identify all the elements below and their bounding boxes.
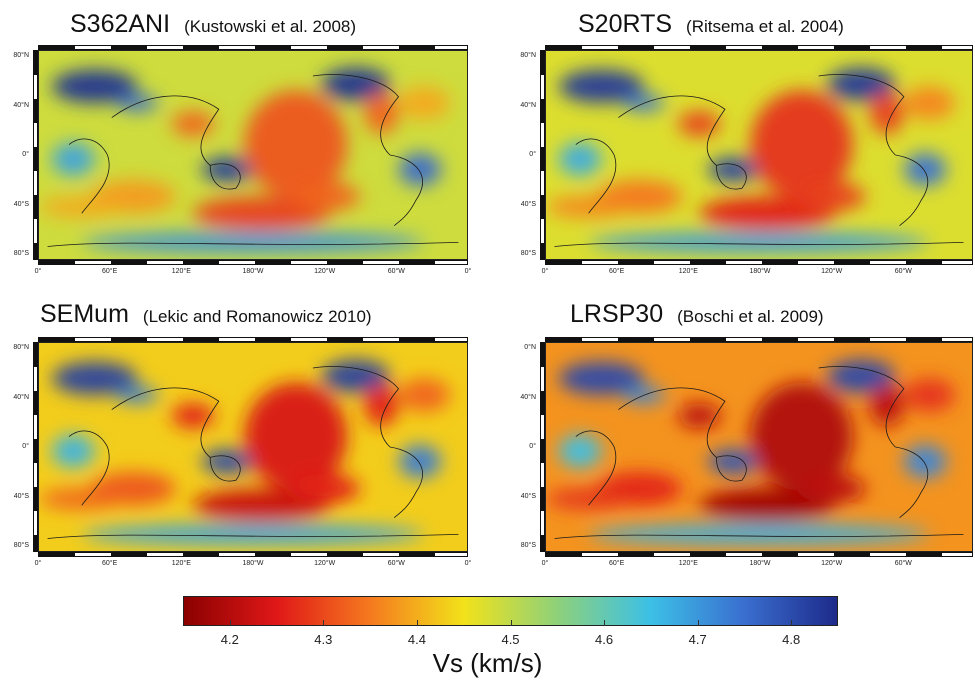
lon-tick-label: 120°W — [821, 268, 843, 275]
lon-tick-label: 60°E — [102, 268, 118, 275]
lon-tick-label: 120°W — [821, 560, 843, 567]
lon-tick-label: 120°E — [678, 268, 698, 275]
lat-tick-label: 40°S — [520, 200, 536, 208]
lat-tick-label: 80°N — [13, 344, 29, 351]
lon-tick-label: 120°E — [171, 560, 191, 567]
colorbar-tick-label: 4.7 — [688, 632, 707, 647]
model-name: SEMum — [40, 300, 129, 328]
colorbar-tick-label: 4.2 — [220, 632, 239, 647]
lat-tick-label: 80°N — [520, 52, 536, 59]
lat-tick-label: 0° — [22, 443, 29, 450]
map-frame-left — [33, 342, 38, 552]
lat-tick-label: 0° — [22, 151, 29, 158]
lat-tick-label: 80°S — [520, 542, 536, 549]
model-reference: (Kustowski et al. 2008) — [184, 17, 357, 36]
lon-tick-label: 0° — [464, 560, 472, 567]
lon-tick-label: 60°W — [894, 268, 912, 275]
map-frame-bottom — [38, 552, 468, 557]
lat-tick-label: 40°N — [520, 393, 536, 401]
map-frame-left — [540, 342, 545, 552]
lat-tick-label: 40°S — [520, 492, 536, 500]
model-reference: (Boschi et al. 2009) — [677, 307, 824, 326]
lon-tick-label: 120°W — [314, 560, 336, 567]
map-frame-top — [38, 337, 468, 342]
lon-tick-label: 60°E — [102, 560, 118, 567]
lat-tick-label: 80°S — [520, 250, 536, 257]
map-frame-left — [33, 50, 38, 260]
model-name: S20RTS — [578, 10, 673, 38]
lon-tick-label: 60°W — [894, 560, 912, 567]
lon-tick-label: 120°W — [314, 268, 336, 275]
colorbar-tick-label: 4.4 — [407, 632, 426, 647]
lon-tick-label: 0° — [34, 268, 42, 275]
lon-tick-label: 0° — [34, 560, 42, 567]
lon-tick-label: 0° — [541, 268, 549, 275]
colorbar-tick-label: 4.3 — [314, 632, 333, 647]
lon-tick-label: 60°W — [387, 268, 405, 275]
lat-tick-label: 80°N — [13, 52, 29, 59]
lon-tick-label: 0° — [464, 268, 472, 275]
lat-tick-label: 80°S — [13, 542, 29, 549]
colorbar-tick-label: 4.6 — [595, 632, 614, 647]
lat-tick-label: 40°S — [13, 492, 29, 500]
lon-tick-label: 180°W — [242, 560, 264, 567]
lon-tick-label: 180°W — [242, 268, 264, 275]
colorbar-tick-mark — [604, 620, 606, 626]
colorbar-label: Vs (km/s) — [432, 648, 543, 678]
map-frame-top — [545, 45, 973, 50]
map-frame-left — [540, 50, 545, 260]
map-frame-top — [38, 45, 468, 50]
colorbar-tick-mark — [510, 620, 512, 626]
model-reference: (Lekic and Romanowicz 2010) — [142, 307, 372, 326]
lon-tick-label: 0° — [541, 560, 549, 567]
panel-title: S362ANI (Kustowski et al. 2008) — [70, 10, 356, 39]
panel-title: SEMum (Lekic and Romanowicz 2010) — [40, 300, 372, 329]
colorbar-tick-mark — [416, 620, 418, 626]
lat-tick-label: 0° — [529, 443, 536, 450]
model-name: LRSP30 — [570, 300, 664, 328]
lon-tick-label: 60°W — [387, 560, 405, 567]
colorbar-tick-mark — [791, 620, 793, 626]
colorbar-tick-mark — [697, 620, 699, 626]
velocity-map — [38, 342, 468, 552]
velocity-map — [545, 50, 973, 260]
colorbar-tick-mark — [323, 620, 325, 626]
lon-tick-label: 60°E — [609, 268, 625, 275]
lon-tick-label: 120°E — [171, 268, 191, 275]
colorbar-tick-label: 4.8 — [782, 632, 801, 647]
map-frame-bottom — [545, 260, 973, 265]
lon-tick-label: 180°W — [749, 560, 771, 567]
lon-tick-label: 120°E — [678, 560, 698, 567]
map-frame-bottom — [545, 552, 973, 557]
lat-tick-label: 40°N — [13, 393, 29, 401]
velocity-map — [545, 342, 973, 552]
map-frame-top — [545, 337, 973, 342]
lat-tick-label: 40°N — [520, 101, 536, 109]
colorbar-tick-mark — [229, 620, 231, 626]
colorbar-tick-label: 4.5 — [501, 632, 520, 647]
panel-title: LRSP30 (Boschi et al. 2009) — [570, 300, 824, 329]
model-reference: (Ritsema et al. 2004) — [686, 17, 844, 36]
lat-tick-label: 0°N — [524, 344, 536, 351]
lat-tick-label: 40°N — [13, 101, 29, 109]
velocity-map — [38, 50, 468, 260]
lon-tick-label: 60°E — [609, 560, 625, 567]
map-frame-bottom — [38, 260, 468, 265]
lon-tick-label: 180°W — [749, 268, 771, 275]
lat-tick-label: 40°S — [13, 200, 29, 208]
panel-title: S20RTS (Ritsema et al. 2004) — [578, 10, 844, 39]
model-name: S362ANI — [70, 10, 171, 38]
lat-tick-label: 80°S — [13, 250, 29, 257]
lat-tick-label: 0° — [529, 151, 536, 158]
